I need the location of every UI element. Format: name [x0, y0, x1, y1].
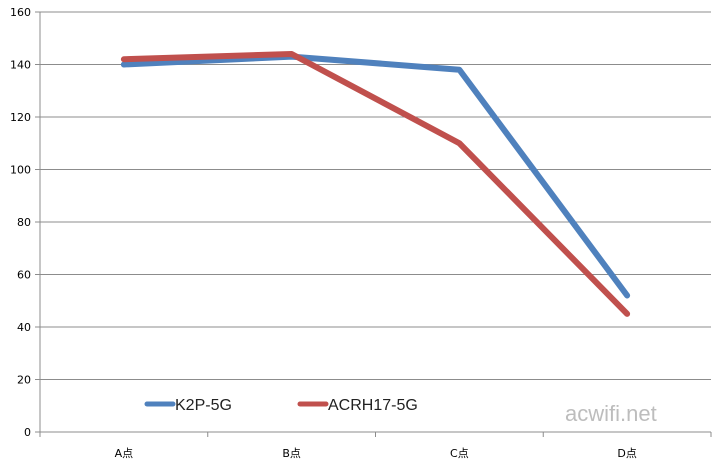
axes	[39, 12, 712, 437]
x-tick-label-3: C点	[450, 447, 469, 460]
watermark-text: acwifi.net	[565, 401, 657, 426]
y-tick-label-160: 160	[10, 6, 31, 19]
series-line-ACRH17-5G	[120, 51, 631, 317]
y-tick-label-40: 40	[17, 321, 31, 334]
y-axis-tick-labels: 0 20 40 60 80 100 120 140 160	[10, 6, 31, 439]
x-tick-label-1: A点	[115, 447, 134, 460]
y-tick-label-120: 120	[10, 111, 31, 124]
x-tick-label-4: D点	[617, 447, 636, 460]
y-tick-label-140: 140	[10, 59, 31, 72]
x-tick-label-2: B点	[282, 447, 301, 460]
y-tick-label-20: 20	[17, 374, 31, 387]
gridlines	[35, 11, 711, 433]
y-tick-label-0: 0	[24, 426, 31, 439]
series-lines	[120, 51, 631, 317]
series-line-K2P-5G	[120, 53, 631, 299]
legend-label-K2P-5G: K2P-5G	[175, 397, 232, 414]
x-axis-tick-labels: A点 B点 C点 D点	[115, 447, 637, 460]
y-tick-label-80: 80	[17, 216, 31, 229]
legend: K2P-5G ACRH17-5G	[144, 397, 418, 414]
legend-label-ACRH17-5G: ACRH17-5G	[328, 397, 418, 414]
y-tick-label-100: 100	[10, 164, 31, 177]
y-tick-label-60: 60	[17, 269, 31, 282]
